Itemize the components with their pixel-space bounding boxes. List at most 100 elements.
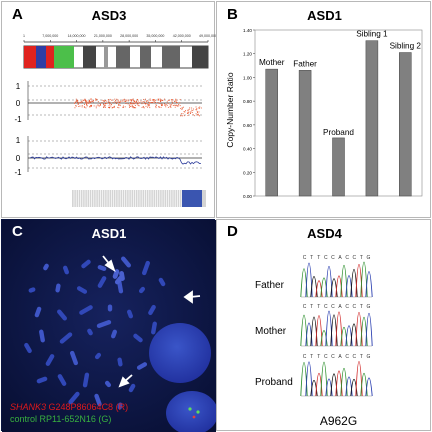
base-call: C — [352, 354, 356, 360]
ruler-tick-label: 35,000,000 — [146, 34, 164, 38]
trace-red — [74, 98, 202, 117]
ruler-tick-label: 14,000,000 — [68, 34, 86, 38]
track2-axis-mid: 0 — [16, 154, 21, 163]
base-call: T — [360, 354, 363, 360]
y-tick-label: 0.80 — [243, 99, 252, 104]
ruler-tick-label: 42,000,000 — [173, 34, 191, 38]
panel-c-title: ASD1 — [91, 226, 127, 241]
chromosome-ideogram — [23, 45, 209, 69]
bar-sibling-2 — [399, 52, 412, 197]
cnv-track-2: 1 0 -1 — [14, 136, 202, 177]
base-call: T — [317, 354, 320, 360]
y-tick-label: 0.60 — [243, 123, 252, 128]
arrow-1 — [102, 255, 116, 273]
bar-mother — [265, 68, 278, 197]
y-tick-label: 1.00 — [243, 75, 252, 80]
legend-gene-name: SHANK3 — [10, 402, 47, 412]
legend-red-probe: SHANK3 G248P86064C8 (R) — [10, 401, 128, 413]
panel-a: A ASD3 1 7,000,000 14,000,000 21,000,000 28,… — [1, 1, 216, 218]
legend-probe-id: G248P86064C8 (R) — [46, 402, 129, 412]
base-call: C — [345, 255, 349, 261]
base-call: T — [310, 304, 313, 310]
fish-legend: SHANK3 G248P86064C8 (R) control RP11-652… — [10, 401, 128, 425]
metaphase-chromosomes — [24, 256, 166, 410]
base-call: T — [360, 255, 363, 261]
track2-axis-bottom: -1 — [14, 168, 22, 177]
base-call: C — [303, 354, 307, 360]
base-call: C — [352, 304, 356, 310]
track1-axis-mid: 0 — [16, 99, 21, 108]
row-label-father: Father — [255, 280, 284, 291]
bar-category-label: Sibling 1 — [356, 30, 388, 39]
base-call: G — [367, 304, 371, 310]
bar-proband — [332, 137, 345, 197]
interphase-nucleus-1 — [149, 323, 211, 383]
base-call: T — [310, 354, 313, 360]
base-call: C — [331, 354, 335, 360]
panel-letter-b: B — [227, 6, 238, 23]
ruler-tick-label: 7,000,000 — [42, 34, 58, 38]
base-call: G — [367, 354, 371, 360]
base-call: C — [331, 255, 335, 261]
base-call: C — [324, 354, 328, 360]
track2-axis-top: 1 — [16, 136, 21, 145]
base-call: G — [367, 255, 371, 261]
base-call: A — [338, 354, 342, 360]
panel-c: C ASD1 SHANK3 G248P86064C8 (R) control R… — [1, 219, 216, 432]
bar-category-label: Father — [293, 59, 317, 68]
trace-blue — [29, 156, 201, 165]
bar-category-label: Mother — [259, 58, 285, 67]
bar-category-label: Proband — [323, 128, 354, 137]
cnv-track-1: 1 0 -1 — [14, 81, 202, 124]
ruler: 1 7,000,000 14,000,000 21,000,000 28,000,000… — [23, 34, 216, 43]
base-call: C — [324, 304, 328, 310]
base-call: C — [352, 255, 356, 261]
copy-number-bar-chart: Copy-Number Ratio 0.00 0.20 0.40 0.60 0.80 1.… — [225, 28, 423, 199]
chromatogram: C T T C C A C C T GC T T C C A C C T GC T T C C A C C T G — [300, 255, 373, 397]
row-label-proband: Proband — [255, 377, 293, 388]
probe-coverage-bar — [72, 190, 206, 207]
y-tick-label: 1.20 — [243, 52, 252, 57]
ruler-tick-label: 21,000,000 — [94, 34, 112, 38]
base-call: C — [303, 255, 307, 261]
base-call: A — [338, 255, 342, 261]
base-call: T — [317, 255, 320, 261]
base-call: C — [303, 304, 307, 310]
bar-father — [298, 70, 312, 197]
track1-axis-bottom: -1 — [14, 115, 22, 124]
base-call: C — [324, 255, 328, 261]
fish-image — [2, 220, 216, 432]
panel-letter-c: C — [12, 223, 23, 240]
bar-category-label: Sibling 2 — [390, 42, 422, 51]
base-call: T — [360, 304, 363, 310]
panel-letter-d: D — [227, 223, 238, 240]
panel-b-title: ASD1 — [307, 8, 342, 23]
ruler-tick-label: 49,000,000 — [199, 34, 216, 38]
cnv-plot: 1 7,000,000 14,000,000 21,000,000 28,000,000… — [14, 34, 216, 207]
interphase-nucleus-2 — [166, 391, 216, 432]
ruler-tick-label: 28,000,000 — [120, 34, 138, 38]
y-tick-label: 0.20 — [243, 170, 252, 175]
arrow-3 — [118, 374, 133, 388]
y-tick-label: 0.00 — [243, 194, 252, 199]
y-tick-label: 0.40 — [243, 147, 252, 152]
base-call: A — [338, 304, 342, 310]
base-call: T — [317, 304, 320, 310]
arrow-2 — [183, 290, 201, 304]
y-axis-label: Copy-Number Ratio — [225, 72, 235, 147]
base-call: C — [345, 304, 349, 310]
panel-d-title: ASD4 — [307, 226, 342, 241]
track1-axis-top: 1 — [16, 82, 21, 91]
base-call: C — [331, 304, 335, 310]
legend-green-probe: control RP11-652N16 (G) — [10, 414, 112, 424]
mutation-label: A962G — [319, 414, 358, 428]
bar-sibling-1 — [365, 40, 379, 197]
base-call: C — [345, 354, 349, 360]
y-tick-label: 1.40 — [243, 28, 252, 33]
row-label-mother: Mother — [255, 326, 287, 337]
panel-letter-a: A — [12, 6, 23, 23]
panel-b: B ASD1 Copy-Number Ratio 0.00 0.20 0.40 0.6… — [216, 1, 431, 218]
base-call: T — [310, 255, 313, 261]
ruler-tick-label: 1 — [23, 34, 25, 38]
